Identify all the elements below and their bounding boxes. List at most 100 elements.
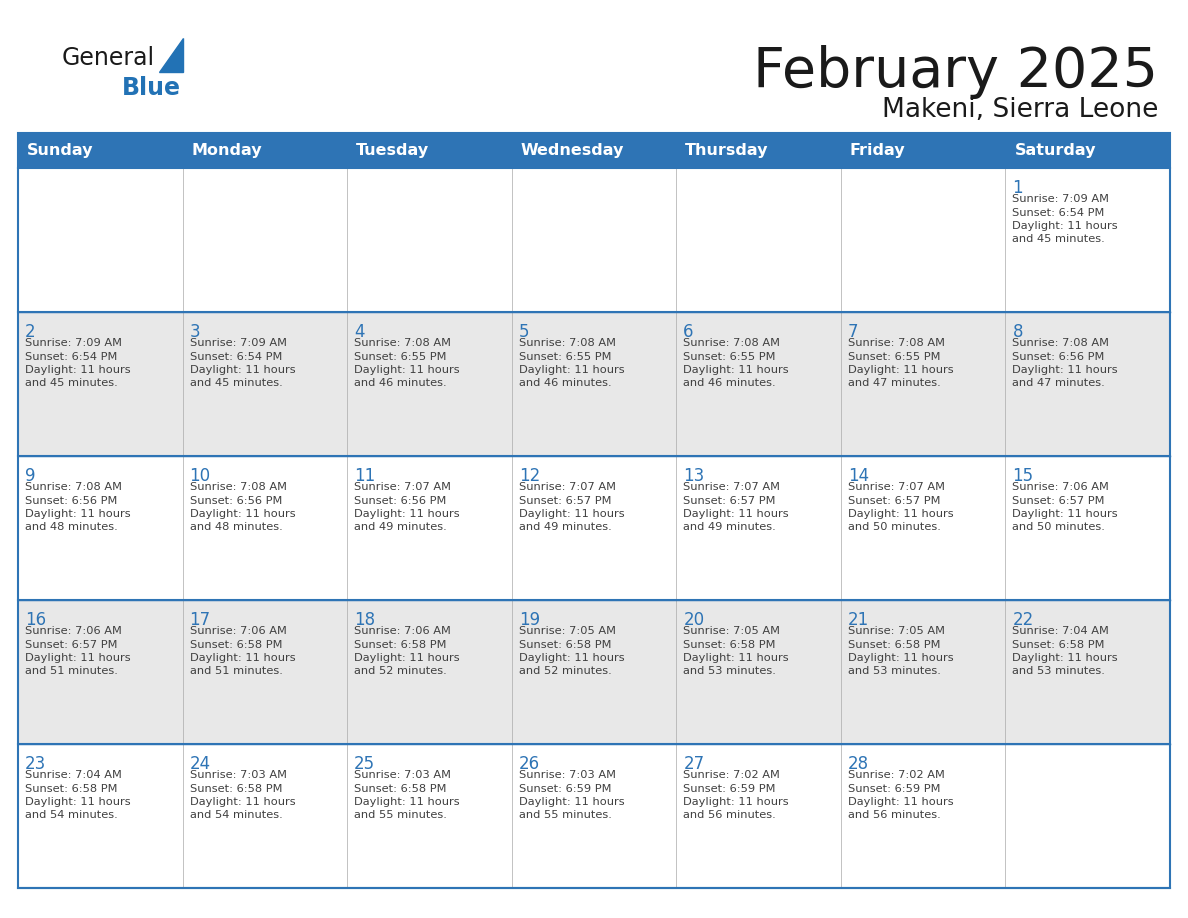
Text: Sunrise: 7:09 AM: Sunrise: 7:09 AM (190, 338, 286, 348)
Text: Daylight: 11 hours: Daylight: 11 hours (848, 653, 954, 663)
Text: 12: 12 (519, 467, 541, 485)
Text: Sunset: 6:59 PM: Sunset: 6:59 PM (683, 783, 776, 793)
Text: and 48 minutes.: and 48 minutes. (190, 522, 283, 532)
Text: Daylight: 11 hours: Daylight: 11 hours (190, 365, 295, 375)
Text: Wednesday: Wednesday (520, 143, 624, 158)
Text: Sunset: 6:56 PM: Sunset: 6:56 PM (354, 496, 447, 506)
Text: Sunrise: 7:05 AM: Sunrise: 7:05 AM (683, 626, 781, 636)
Text: Sunset: 6:57 PM: Sunset: 6:57 PM (683, 496, 776, 506)
Text: and 48 minutes.: and 48 minutes. (25, 522, 118, 532)
Text: Sunset: 6:58 PM: Sunset: 6:58 PM (848, 640, 941, 650)
Text: General: General (62, 46, 156, 70)
Text: Sunset: 6:57 PM: Sunset: 6:57 PM (848, 496, 941, 506)
Text: and 52 minutes.: and 52 minutes. (354, 666, 447, 677)
Text: Daylight: 11 hours: Daylight: 11 hours (354, 653, 460, 663)
Text: Sunset: 6:55 PM: Sunset: 6:55 PM (683, 352, 776, 362)
Text: Sunset: 6:58 PM: Sunset: 6:58 PM (190, 783, 282, 793)
Text: and 55 minutes.: and 55 minutes. (354, 811, 447, 821)
Text: Sunset: 6:58 PM: Sunset: 6:58 PM (190, 640, 282, 650)
Text: Daylight: 11 hours: Daylight: 11 hours (1012, 365, 1118, 375)
Text: and 47 minutes.: and 47 minutes. (848, 378, 941, 388)
Text: Sunrise: 7:08 AM: Sunrise: 7:08 AM (683, 338, 781, 348)
Text: 1: 1 (1012, 179, 1023, 197)
Text: Daylight: 11 hours: Daylight: 11 hours (848, 797, 954, 807)
Text: and 49 minutes.: and 49 minutes. (519, 522, 612, 532)
Text: Sunrise: 7:06 AM: Sunrise: 7:06 AM (25, 626, 122, 636)
Polygon shape (159, 38, 183, 72)
Text: Sunrise: 7:08 AM: Sunrise: 7:08 AM (1012, 338, 1110, 348)
Text: 28: 28 (848, 755, 868, 773)
Text: 27: 27 (683, 755, 704, 773)
Bar (18, 133, 1170, 888)
Text: Sunrise: 7:03 AM: Sunrise: 7:03 AM (190, 770, 286, 780)
Text: 24: 24 (190, 755, 210, 773)
Text: Sunrise: 7:02 AM: Sunrise: 7:02 AM (683, 770, 781, 780)
Text: 22: 22 (1012, 611, 1034, 629)
Text: 16: 16 (25, 611, 46, 629)
Bar (18, 744, 1170, 888)
Text: Thursday: Thursday (685, 143, 769, 158)
Text: Sunset: 6:59 PM: Sunset: 6:59 PM (848, 783, 941, 793)
Text: and 49 minutes.: and 49 minutes. (683, 522, 776, 532)
Text: Sunrise: 7:06 AM: Sunrise: 7:06 AM (1012, 482, 1110, 492)
Text: 14: 14 (848, 467, 868, 485)
Text: Sunrise: 7:08 AM: Sunrise: 7:08 AM (519, 338, 615, 348)
Text: Daylight: 11 hours: Daylight: 11 hours (683, 653, 789, 663)
Text: Sunrise: 7:02 AM: Sunrise: 7:02 AM (848, 770, 944, 780)
Text: Daylight: 11 hours: Daylight: 11 hours (25, 509, 131, 519)
Text: 11: 11 (354, 467, 375, 485)
Text: and 46 minutes.: and 46 minutes. (683, 378, 776, 388)
Text: 8: 8 (1012, 323, 1023, 341)
Text: 4: 4 (354, 323, 365, 341)
Text: Sunset: 6:56 PM: Sunset: 6:56 PM (25, 496, 118, 506)
Text: and 50 minutes.: and 50 minutes. (848, 522, 941, 532)
Text: and 53 minutes.: and 53 minutes. (683, 666, 776, 677)
Text: and 45 minutes.: and 45 minutes. (25, 378, 118, 388)
Text: Monday: Monday (191, 143, 263, 158)
Text: Makeni, Sierra Leone: Makeni, Sierra Leone (881, 97, 1158, 123)
Text: Sunset: 6:58 PM: Sunset: 6:58 PM (683, 640, 776, 650)
Text: 13: 13 (683, 467, 704, 485)
Text: Daylight: 11 hours: Daylight: 11 hours (25, 797, 131, 807)
Text: Daylight: 11 hours: Daylight: 11 hours (519, 365, 625, 375)
Text: Blue: Blue (122, 76, 181, 100)
Text: Daylight: 11 hours: Daylight: 11 hours (190, 653, 295, 663)
Text: Sunrise: 7:07 AM: Sunrise: 7:07 AM (848, 482, 944, 492)
Text: Daylight: 11 hours: Daylight: 11 hours (25, 365, 131, 375)
Text: Daylight: 11 hours: Daylight: 11 hours (848, 365, 954, 375)
Text: February 2025: February 2025 (753, 45, 1158, 99)
Text: 5: 5 (519, 323, 529, 341)
Text: Sunset: 6:58 PM: Sunset: 6:58 PM (354, 783, 447, 793)
Text: 10: 10 (190, 467, 210, 485)
Text: Sunrise: 7:06 AM: Sunrise: 7:06 AM (190, 626, 286, 636)
Text: Sunrise: 7:05 AM: Sunrise: 7:05 AM (519, 626, 615, 636)
Text: and 53 minutes.: and 53 minutes. (848, 666, 941, 677)
Text: Sunset: 6:55 PM: Sunset: 6:55 PM (354, 352, 447, 362)
Text: 19: 19 (519, 611, 539, 629)
Text: 15: 15 (1012, 467, 1034, 485)
Text: and 51 minutes.: and 51 minutes. (190, 666, 283, 677)
Text: 18: 18 (354, 611, 375, 629)
Text: Sunrise: 7:03 AM: Sunrise: 7:03 AM (354, 770, 451, 780)
Text: 9: 9 (25, 467, 36, 485)
Text: and 49 minutes.: and 49 minutes. (354, 522, 447, 532)
Text: Sunset: 6:55 PM: Sunset: 6:55 PM (848, 352, 941, 362)
Text: Daylight: 11 hours: Daylight: 11 hours (190, 797, 295, 807)
Text: 20: 20 (683, 611, 704, 629)
Text: Sunset: 6:58 PM: Sunset: 6:58 PM (354, 640, 447, 650)
Bar (18, 168, 1170, 312)
Text: 6: 6 (683, 323, 694, 341)
Text: Friday: Friday (849, 143, 905, 158)
Text: Sunrise: 7:04 AM: Sunrise: 7:04 AM (1012, 626, 1110, 636)
Text: and 55 minutes.: and 55 minutes. (519, 811, 612, 821)
Text: Sunrise: 7:03 AM: Sunrise: 7:03 AM (519, 770, 615, 780)
Text: and 45 minutes.: and 45 minutes. (1012, 234, 1105, 244)
Text: Sunset: 6:54 PM: Sunset: 6:54 PM (1012, 207, 1105, 218)
Text: Sunday: Sunday (27, 143, 94, 158)
Text: Sunrise: 7:07 AM: Sunrise: 7:07 AM (683, 482, 781, 492)
Text: Daylight: 11 hours: Daylight: 11 hours (1012, 653, 1118, 663)
Text: and 54 minutes.: and 54 minutes. (25, 811, 118, 821)
Text: Sunrise: 7:08 AM: Sunrise: 7:08 AM (848, 338, 944, 348)
Text: and 46 minutes.: and 46 minutes. (354, 378, 447, 388)
Text: 26: 26 (519, 755, 539, 773)
